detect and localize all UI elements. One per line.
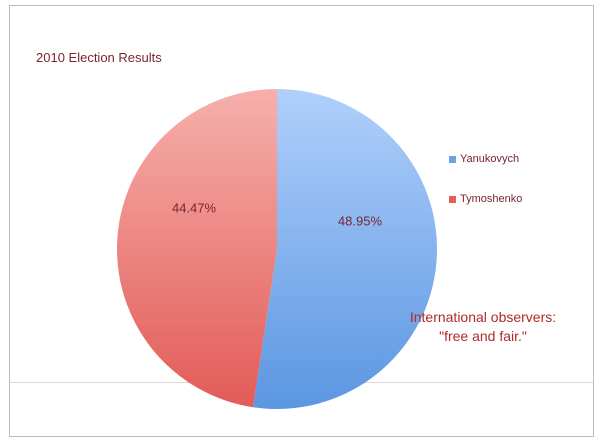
- legend-item-tymoshenko: Tymoshenko: [449, 192, 522, 206]
- chart-title: 2010 Election Results: [36, 50, 162, 65]
- legend-item-yanukovych: Yanukovych: [449, 152, 522, 166]
- data-label-tymoshenko: 44.47%: [172, 201, 217, 216]
- legend: Yanukovych Tymoshenko: [449, 152, 522, 232]
- legend-swatch-tymoshenko: [449, 195, 456, 203]
- annotation-line-1: International observers:: [409, 309, 557, 325]
- legend-label-yanukovych: Yanukovych: [460, 153, 520, 165]
- observers-annotation: International observers: "free and fair.…: [374, 308, 592, 346]
- data-label-yanukovych: 48.95%: [338, 213, 383, 228]
- legend-label-tymoshenko: Tymoshenko: [460, 193, 523, 205]
- pie-slice-tymoshenko: [117, 89, 277, 408]
- legend-swatch-yanukovych: [449, 155, 456, 163]
- annotation-line-2: "free and fair.": [439, 328, 527, 344]
- pie-slice-yanukovych: [252, 89, 438, 409]
